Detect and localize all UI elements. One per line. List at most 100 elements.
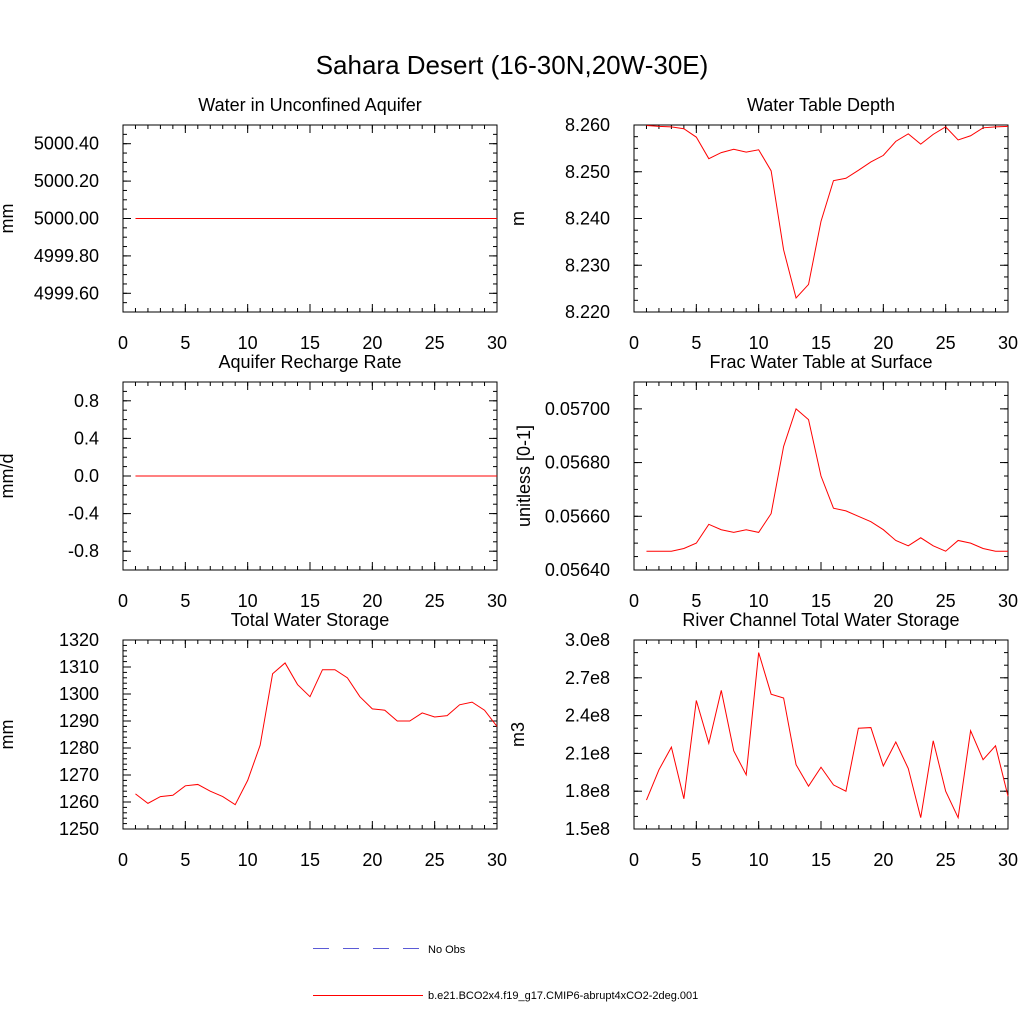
legend-label-model: b.e21.BCO2x4.f19_g17.CMIP6-abrupt4xCO2-2… [428, 990, 698, 1002]
y-axis-label: mm [0, 720, 17, 750]
x-tick-label: 10 [238, 333, 258, 353]
panel-4: Frac Water Table at Surface 0.05640 0.0566… [514, 352, 1018, 611]
x-tick-label: 15 [300, 850, 320, 870]
y-tick-label: 1.8e8 [565, 781, 610, 801]
panel-2: Water Table Depth 8.220 8.230 8.240 8.250 8.2… [508, 95, 1018, 353]
x-tick-label: 10 [749, 333, 769, 353]
x-tick-label: 0 [629, 591, 639, 611]
series-line [646, 652, 1009, 820]
panel-5: Total Water Storage 1250 1260 1270 1280 1290 1… [0, 610, 507, 870]
x-tick-label: 25 [936, 333, 956, 353]
legend-entry-no-obs: No Obs [313, 944, 466, 956]
y-tick-label: 5000.00 [34, 209, 99, 229]
y-tick-label: 1250 [59, 819, 99, 839]
y-tick-label: 8.220 [565, 302, 610, 322]
y-tick-label: 0.8 [74, 391, 99, 411]
panel-title: Frac Water Table at Surface [709, 352, 932, 372]
panel-title: Aquifer Recharge Rate [218, 352, 401, 372]
y-tick-label: 1310 [59, 657, 99, 677]
y-tick-label: 1280 [59, 738, 99, 758]
x-tick-label: 15 [811, 333, 831, 353]
x-tick-label: 20 [873, 850, 893, 870]
legend-entry-model: b.e21.BCO2x4.f19_g17.CMIP6-abrupt4xCO2-2… [313, 990, 698, 1002]
y-tick-label: 1260 [59, 792, 99, 812]
x-tick-label: 5 [180, 333, 190, 353]
y-tick-label: -0.4 [68, 504, 99, 524]
panel-title: Water Table Depth [747, 95, 895, 115]
y-tick-label: 0.05660 [545, 506, 610, 526]
y-tick-label: 0.4 [74, 428, 99, 448]
y-tick-label: 4999.60 [34, 283, 99, 303]
series-line [135, 662, 498, 806]
y-tick-label: 1270 [59, 765, 99, 785]
x-tick-label: 15 [300, 333, 320, 353]
y-tick-label: 1300 [59, 684, 99, 704]
x-tick-label: 5 [691, 591, 701, 611]
x-tick-label: 0 [629, 333, 639, 353]
x-tick-label: 20 [362, 850, 382, 870]
x-tick-label: 25 [425, 591, 445, 611]
y-tick-label: 5000.20 [34, 171, 99, 191]
panel-3: Aquifer Recharge Rate -0.8 -0.4 0.0 0.4 0.8 0 5… [0, 352, 507, 611]
x-tick-label: 10 [749, 591, 769, 611]
series-line [646, 407, 1008, 552]
x-tick-label: 10 [238, 850, 258, 870]
plot-frame [633, 124, 1009, 313]
x-tick-label: 15 [300, 591, 320, 611]
x-tick-label: 30 [998, 333, 1018, 353]
y-axis-label: mm [0, 204, 17, 234]
y-tick-label: 8.260 [565, 115, 610, 135]
y-tick-label: 8.240 [565, 209, 610, 229]
figure-title: Sahara Desert (16-30N,20W-30E) [316, 50, 709, 80]
x-tick-label: 5 [180, 850, 190, 870]
x-tick-label: 25 [936, 591, 956, 611]
y-tick-label: 0.05700 [545, 399, 610, 419]
y-tick-label: 0.05680 [545, 453, 610, 473]
panel-title: Total Water Storage [231, 610, 389, 630]
panel-title: River Channel Total Water Storage [682, 610, 959, 630]
y-axis-label: unitless [0-1] [514, 425, 534, 527]
x-tick-label: 5 [691, 333, 701, 353]
x-tick-label: 0 [629, 850, 639, 870]
plot-frame [122, 639, 498, 830]
x-tick-label: 5 [180, 591, 190, 611]
x-tick-label: 30 [998, 591, 1018, 611]
y-tick-label: 8.250 [565, 162, 610, 182]
panel-title: Water in Unconfined Aquifer [198, 95, 421, 115]
x-tick-label: 5 [691, 850, 701, 870]
x-tick-label: 25 [425, 333, 445, 353]
y-tick-label: 0.05640 [545, 560, 610, 580]
y-tick-label: 1.5e8 [565, 819, 610, 839]
y-axis-label: m3 [508, 722, 528, 747]
y-tick-label: 2.1e8 [565, 743, 610, 763]
x-tick-label: 30 [998, 850, 1018, 870]
x-tick-label: 20 [362, 333, 382, 353]
y-tick-label: 3.0e8 [565, 630, 610, 650]
x-tick-label: 0 [118, 850, 128, 870]
y-axis-label: mm/d [0, 454, 17, 499]
y-tick-label: 4999.80 [34, 246, 99, 266]
x-tick-label: 0 [118, 591, 128, 611]
x-tick-label: 25 [936, 850, 956, 870]
panel-6: River Channel Total Water Storage 1.5e8 1.… [508, 610, 1018, 870]
x-tick-label: 30 [487, 850, 507, 870]
y-axis-label: m [508, 211, 528, 226]
y-tick-label: 1320 [59, 630, 99, 650]
y-tick-label: 0.0 [74, 466, 99, 486]
panel-1: Water in Unconfined Aquifer 4999.60 4999.8… [0, 95, 507, 353]
x-tick-label: 20 [362, 591, 382, 611]
plot-frame [633, 639, 1009, 830]
legend: No Obs b.e21.BCO2x4.f19_g17.CMIP6-abrupt… [313, 944, 698, 1002]
y-tick-label: 1290 [59, 711, 99, 731]
y-tick-label: 8.230 [565, 255, 610, 275]
plot-grid: Water in Unconfined Aquifer 4999.60 4999.8… [0, 95, 1018, 870]
x-tick-label: 15 [811, 850, 831, 870]
y-tick-label: -0.8 [68, 541, 99, 561]
legend-label-no-obs: No Obs [428, 944, 466, 956]
x-tick-label: 25 [425, 850, 445, 870]
x-tick-label: 10 [749, 850, 769, 870]
x-tick-label: 0 [118, 333, 128, 353]
x-tick-label: 20 [873, 591, 893, 611]
y-tick-label: 2.4e8 [565, 706, 610, 726]
